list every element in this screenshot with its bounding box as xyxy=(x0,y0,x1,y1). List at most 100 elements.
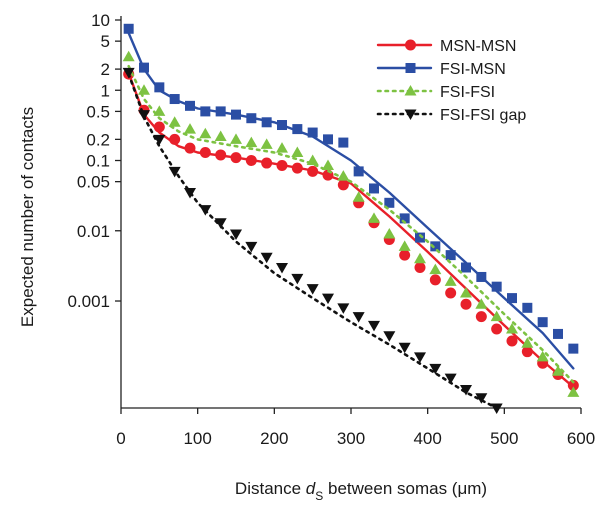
data-point-fsi-fsi-gap xyxy=(122,67,135,79)
data-point-fsi-fsi-gap xyxy=(153,134,166,146)
data-point-fsi-fsi-gap xyxy=(138,110,150,121)
data-point-msn-msn xyxy=(307,165,319,177)
data-point-fsi-fsi xyxy=(276,142,288,153)
x-axis-title-variable: d xyxy=(306,479,316,498)
data-point-msn-msn xyxy=(491,323,503,335)
data-point-msn-msn xyxy=(230,152,242,164)
series-line-fsi-fsi-gap xyxy=(127,72,499,410)
data-point-fsi-msn xyxy=(200,106,211,117)
data-point-msn-msn xyxy=(445,287,457,299)
data-point-fsi-fsi xyxy=(230,133,242,144)
data-point-fsi-fsi-gap xyxy=(352,312,365,323)
data-point-fsi-fsi xyxy=(444,275,457,286)
data-point-fsi-msn xyxy=(553,328,563,339)
data-point-fsi-fsi-gap xyxy=(199,205,212,216)
y-tick-label: 1 xyxy=(101,81,110,100)
data-point-msn-msn xyxy=(506,335,518,347)
data-point-fsi-fsi xyxy=(138,84,150,95)
x-axis-title-subscript: S xyxy=(315,489,323,503)
data-point-fsi-msn xyxy=(399,213,410,224)
data-point-msn-msn xyxy=(184,142,196,154)
data-point-msn-msn xyxy=(567,379,579,391)
data-point-fsi-fsi-gap xyxy=(214,218,227,229)
data-point-fsi-fsi xyxy=(153,105,166,116)
data-point-msn-msn xyxy=(215,149,227,161)
data-point-msn-msn xyxy=(414,261,426,273)
data-point-fsi-fsi-gap xyxy=(306,284,319,295)
data-point-msn-msn xyxy=(337,179,349,191)
data-point-fsi-fsi xyxy=(322,159,334,170)
y-tick-label: 0.2 xyxy=(86,130,110,149)
data-point-fsi-fsi-gap xyxy=(245,241,258,253)
y-axis-title: Expected number of contacts xyxy=(18,107,37,327)
data-point-fsi-fsi xyxy=(306,154,319,166)
x-axis-title: Distance dS between somas (μm) xyxy=(235,479,487,503)
data-point-msn-msn xyxy=(261,157,273,169)
data-point-msn-msn xyxy=(291,162,303,174)
data-point-fsi-msn xyxy=(537,317,548,328)
data-point-fsi-fsi xyxy=(460,287,472,298)
x-tick-label: 200 xyxy=(260,429,288,448)
data-point-msn-msn xyxy=(245,155,257,167)
data-point-fsi-msn xyxy=(292,124,303,135)
x-tick-label: 0 xyxy=(116,429,125,448)
data-point-fsi-fsi xyxy=(291,146,304,158)
data-point-fsi-msn xyxy=(476,271,487,282)
axes: 0 100 200 300 400 500 600 10 5 2 1 0.5 0.2 0.1 0.05 0.0… xyxy=(67,11,595,448)
legend-label-fsi-fsi-gap: FSI-FSI gap xyxy=(440,107,526,124)
data-point-fsi-fsi-gap xyxy=(383,331,396,342)
legend-label-fsi-fsi: FSI-FSI xyxy=(440,84,495,101)
data-point-fsi-fsi xyxy=(398,240,411,251)
data-point-fsi-fsi xyxy=(521,337,534,348)
data-point-fsi-msn xyxy=(369,183,379,194)
data-point-fsi-msn xyxy=(277,120,287,131)
data-point-fsi-msn xyxy=(231,109,241,120)
legend-marker-msn-msn xyxy=(405,39,416,51)
y-tick-label: 0.001 xyxy=(67,292,110,311)
data-point-msn-msn xyxy=(429,274,441,286)
y-tick-label: 2 xyxy=(101,60,110,79)
data-point-fsi-fsi xyxy=(429,263,442,275)
data-point-fsi-fsi-gap xyxy=(368,320,380,332)
data-point-fsi-msn xyxy=(384,197,395,208)
data-point-msn-msn xyxy=(399,249,411,261)
data-point-fsi-fsi-gap xyxy=(184,188,196,199)
data-point-fsi-fsi xyxy=(567,386,580,397)
data-point-fsi-fsi-gap xyxy=(490,403,503,414)
data-point-fsi-fsi xyxy=(506,322,518,334)
x-tick-label: 500 xyxy=(490,429,518,448)
series-fsi-fsi xyxy=(122,50,580,397)
data-point-fsi-fsi-gap xyxy=(460,385,472,396)
series-line-fsi-fsi xyxy=(127,64,575,384)
series-fsi-fsi-gap xyxy=(122,67,503,414)
data-point-msn-msn xyxy=(460,298,472,310)
data-point-fsi-fsi-gap xyxy=(168,166,181,178)
y-tick-label: 10 xyxy=(91,11,110,30)
data-point-fsi-fsi-gap xyxy=(230,229,242,240)
y-tick-label: 0.1 xyxy=(86,152,110,171)
data-point-fsi-msn xyxy=(154,82,165,93)
data-point-fsi-fsi xyxy=(414,252,426,264)
data-point-fsi-fsi xyxy=(122,50,135,62)
data-point-fsi-fsi xyxy=(490,310,503,322)
x-tick-label: 300 xyxy=(337,429,365,448)
legend-marker-fsi-fsi xyxy=(404,85,417,96)
data-point-fsi-fsi-gap xyxy=(276,262,288,274)
y-tick-label: 0.5 xyxy=(86,102,110,121)
data-point-msn-msn xyxy=(521,346,533,358)
data-point-fsi-fsi-gap xyxy=(429,363,442,375)
x-tick-label: 100 xyxy=(183,429,211,448)
x-tick-label: 600 xyxy=(567,429,595,448)
legend-label-msn-msn: MSN-MSN xyxy=(440,38,516,55)
data-point-fsi-fsi xyxy=(214,130,227,141)
x-axis-title-prefix: Distance xyxy=(235,479,306,498)
data-point-fsi-fsi xyxy=(260,138,273,149)
data-point-fsi-msn xyxy=(123,23,134,34)
data-point-fsi-fsi xyxy=(368,212,380,223)
data-point-fsi-fsi-gap xyxy=(398,342,411,354)
y-tick-label: 5 xyxy=(101,32,110,51)
data-point-fsi-fsi xyxy=(552,365,564,376)
data-point-fsi-msn xyxy=(185,100,195,111)
data-point-msn-msn xyxy=(199,147,211,159)
